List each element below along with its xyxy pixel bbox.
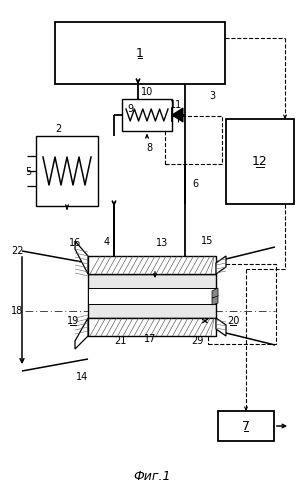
Bar [88,318,216,336]
Polygon shape [172,108,183,122]
Bar [218,411,274,441]
Polygon shape [216,256,226,274]
Text: 3: 3 [209,91,215,101]
Text: 6: 6 [192,179,198,189]
Bar [208,264,276,344]
Text: Фиг.1: Фиг.1 [133,471,171,484]
Text: 14: 14 [76,372,88,382]
Text: 13: 13 [156,238,168,248]
Text: 21: 21 [114,336,126,346]
Text: 9: 9 [127,104,133,114]
Text: 4: 4 [104,237,110,247]
Polygon shape [212,295,218,305]
Polygon shape [75,318,88,349]
Text: 15: 15 [201,236,213,246]
Text: 2: 2 [55,124,61,134]
Text: 8: 8 [146,143,152,153]
Polygon shape [212,288,218,298]
Text: 16: 16 [69,238,81,248]
Text: 17: 17 [144,334,156,344]
Bar [122,99,172,131]
Bar [36,136,98,206]
Bar [88,288,216,304]
Polygon shape [75,241,88,274]
Bar [55,22,225,84]
Bar [88,256,216,274]
Text: 11: 11 [170,100,182,110]
Text: 29: 29 [191,336,203,346]
Bar [165,116,222,164]
Text: 7: 7 [242,420,250,433]
Text: 1: 1 [136,46,144,59]
Text: 12: 12 [252,155,268,168]
Text: 19: 19 [67,316,79,326]
Bar [88,274,216,318]
Text: 20: 20 [227,316,239,326]
Polygon shape [216,318,226,336]
Bar [226,119,294,204]
Text: 10: 10 [141,87,153,97]
Text: 22: 22 [11,246,23,256]
Text: 18: 18 [11,306,23,316]
Text: 5: 5 [25,167,31,177]
